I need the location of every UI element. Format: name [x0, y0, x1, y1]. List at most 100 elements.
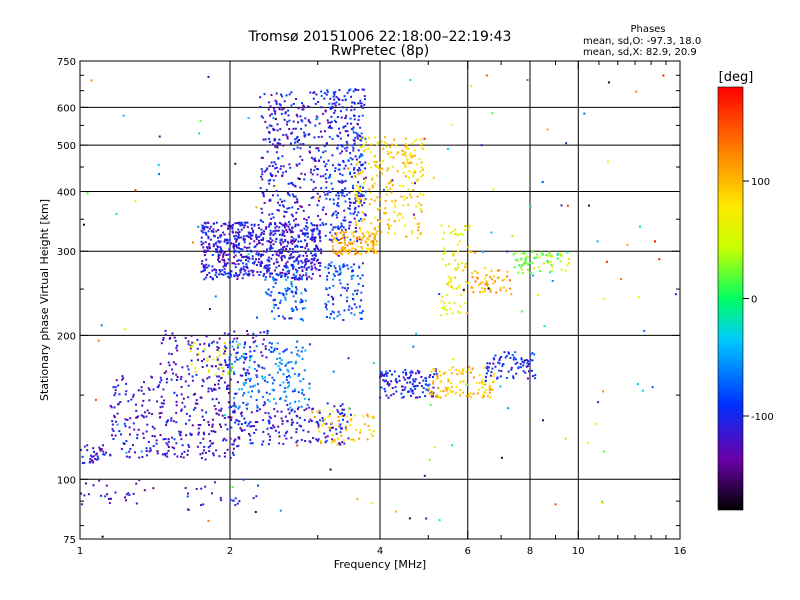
data-point [370, 222, 373, 225]
data-point [282, 373, 285, 376]
data-point [283, 264, 286, 267]
data-point [229, 227, 232, 230]
data-point [294, 223, 297, 226]
data-point [226, 448, 229, 451]
data-point [120, 433, 122, 436]
data-point [301, 319, 304, 322]
data-point [432, 376, 434, 378]
data-point [560, 255, 563, 258]
data-point [195, 373, 198, 376]
data-point [278, 442, 281, 445]
data-point [281, 234, 284, 237]
data-point [522, 361, 525, 364]
data-point [89, 458, 92, 460]
data-point [452, 230, 455, 233]
data-point [396, 381, 399, 383]
data-point [295, 113, 298, 116]
data-point [231, 262, 234, 265]
data-point [269, 114, 272, 117]
data-point [255, 428, 258, 431]
data-point [366, 231, 369, 233]
data-point [443, 307, 446, 310]
data-point [233, 337, 236, 340]
data-point [284, 240, 287, 243]
data-point [232, 242, 235, 245]
data-point [344, 125, 347, 128]
data-point [210, 225, 213, 228]
data-point [524, 371, 527, 374]
data-point [292, 127, 295, 130]
data-point [233, 256, 236, 259]
data-point [290, 253, 293, 256]
data-point [176, 344, 179, 347]
data-point [191, 424, 194, 427]
data-point [253, 260, 256, 263]
data-point [291, 231, 294, 233]
data-point [336, 147, 339, 150]
data-point [184, 337, 187, 339]
data-point [395, 378, 398, 380]
data-point [275, 166, 278, 169]
data-point [159, 362, 162, 365]
data-point [356, 240, 359, 243]
data-point [349, 249, 352, 252]
data-point [302, 429, 305, 432]
data-point [214, 235, 217, 238]
data-point [338, 313, 341, 316]
data-point [192, 393, 195, 396]
data-point [338, 89, 341, 92]
data-point [404, 143, 407, 146]
data-point [304, 232, 307, 235]
data-point [293, 260, 296, 263]
data-point [290, 132, 293, 135]
data-point [145, 415, 148, 418]
data-point [322, 223, 325, 226]
data-point [282, 294, 285, 297]
data-point [201, 378, 204, 381]
data-point [383, 373, 386, 376]
data-point [402, 395, 405, 398]
data-point [488, 388, 491, 391]
data-point [373, 228, 376, 231]
data-point [254, 368, 256, 370]
data-point [287, 193, 290, 196]
data-point [300, 350, 303, 353]
data-point [103, 453, 106, 456]
data-point [490, 231, 493, 234]
data-point [270, 245, 273, 248]
data-point [284, 272, 287, 275]
data-point [197, 423, 200, 426]
data-point [345, 428, 348, 431]
data-point [155, 442, 158, 445]
data-point [315, 438, 318, 441]
data-point [356, 251, 359, 254]
data-point [329, 264, 332, 267]
data-point [441, 307, 444, 309]
data-point [334, 226, 337, 229]
data-point [284, 226, 286, 229]
colorbar-tick-label: -100 [751, 412, 774, 423]
data-point [255, 238, 258, 241]
data-point [344, 228, 347, 231]
data-point [395, 390, 398, 393]
data-point [206, 246, 209, 249]
data-point [129, 447, 132, 450]
data-point [245, 353, 248, 355]
data-point [469, 371, 472, 374]
data-point [352, 297, 354, 300]
data-point [168, 352, 171, 355]
data-point [422, 379, 425, 382]
data-point [352, 235, 355, 238]
data-point [317, 262, 320, 264]
data-point [420, 376, 423, 378]
data-point [363, 95, 366, 98]
data-point [182, 456, 185, 459]
data-point [403, 388, 406, 391]
data-point [278, 264, 281, 267]
data-point [125, 382, 128, 385]
data-point [404, 175, 407, 178]
data-point [455, 268, 458, 271]
data-point [312, 188, 315, 191]
data-point [292, 273, 295, 276]
data-point [227, 416, 230, 419]
